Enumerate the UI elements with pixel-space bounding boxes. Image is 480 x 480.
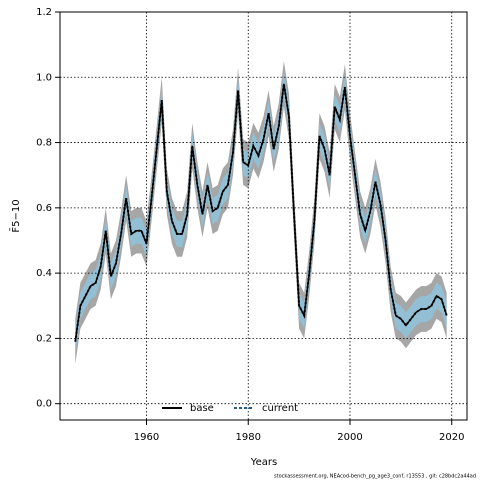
legend-label: base: [190, 403, 214, 414]
y-axis-label: F̄5−10: [9, 199, 22, 232]
x-axis-label: Years: [250, 457, 277, 468]
y-tick-label: 0.0: [36, 399, 52, 410]
y-tick-label: 0.2: [36, 333, 52, 344]
legend-label: current: [262, 403, 298, 414]
y-tick-label: 0.8: [36, 138, 52, 149]
y-tick-label: 1.2: [36, 7, 52, 18]
series-line: [74, 83, 448, 342]
x-tick-label: 1980: [236, 432, 261, 443]
y-tick-label: 0.6: [36, 203, 52, 214]
footer: stockassessment.org, NEAcod-bench_pg_age…: [274, 474, 476, 480]
confidence-band: [75, 60, 447, 365]
x-tick-label: 2020: [439, 432, 464, 443]
plot-frame: [59, 11, 468, 421]
x-tick-label: 2000: [337, 432, 362, 443]
x-tick-label: 1960: [134, 432, 159, 443]
y-tick-label: 0.4: [36, 268, 52, 279]
y-tick-label: 1.0: [36, 72, 52, 83]
